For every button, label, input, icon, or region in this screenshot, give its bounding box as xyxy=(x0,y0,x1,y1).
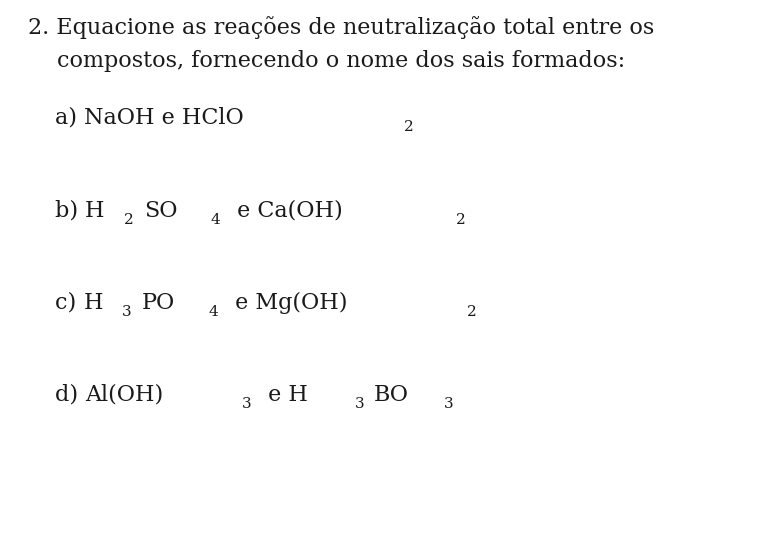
Text: e Ca(OH): e Ca(OH) xyxy=(231,200,343,222)
Text: 4: 4 xyxy=(211,213,221,227)
Text: d): d) xyxy=(55,384,85,406)
Text: H: H xyxy=(85,200,105,222)
Text: e Mg(OH): e Mg(OH) xyxy=(228,292,347,314)
Text: 2. Equacione as reações de neutralização total entre os: 2. Equacione as reações de neutralização… xyxy=(28,16,654,39)
Text: NaOH e HClO: NaOH e HClO xyxy=(84,107,244,129)
Text: 2: 2 xyxy=(466,305,476,319)
Text: 2: 2 xyxy=(456,213,466,227)
Text: BO: BO xyxy=(374,384,409,406)
Text: 3: 3 xyxy=(355,397,365,411)
Text: 3: 3 xyxy=(242,397,251,411)
Text: a): a) xyxy=(55,107,84,129)
Text: 3: 3 xyxy=(444,397,453,411)
Text: H: H xyxy=(83,292,103,314)
Text: 2: 2 xyxy=(404,120,414,134)
Text: compostos, fornecendo o nome dos sais formados:: compostos, fornecendo o nome dos sais fo… xyxy=(57,50,625,72)
Text: PO: PO xyxy=(142,292,175,314)
Text: SO: SO xyxy=(144,200,177,222)
Text: 3: 3 xyxy=(123,305,132,319)
Text: e H: e H xyxy=(261,384,308,406)
Text: c): c) xyxy=(55,292,83,314)
Text: Al(OH): Al(OH) xyxy=(85,384,163,406)
Text: 2: 2 xyxy=(124,213,134,227)
Text: 4: 4 xyxy=(208,305,218,319)
Text: b): b) xyxy=(55,200,85,222)
